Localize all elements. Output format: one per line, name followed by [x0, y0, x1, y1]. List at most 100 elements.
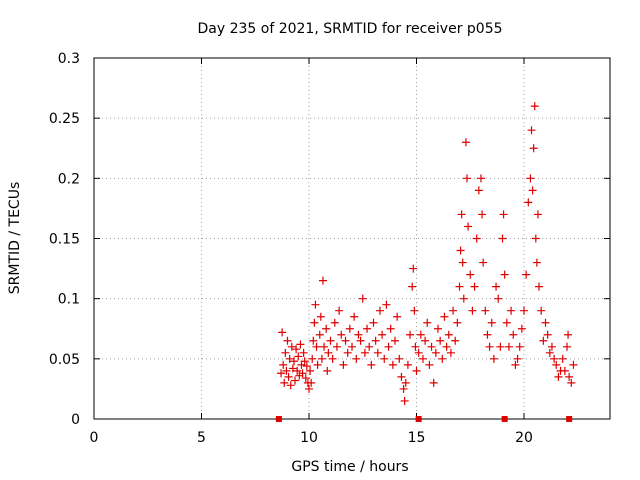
data-point	[541, 318, 550, 327]
data-point	[507, 306, 516, 315]
y-tick-label: 0.2	[58, 171, 80, 187]
data-point	[456, 246, 465, 255]
data-point	[425, 360, 434, 369]
data-point	[282, 366, 291, 375]
data-point	[451, 336, 460, 345]
data-point	[499, 210, 508, 219]
y-tick-label: 0.15	[49, 232, 80, 248]
data-point	[487, 318, 496, 327]
data-point	[328, 354, 337, 363]
x-tick-label: 15	[408, 430, 426, 446]
data-point	[434, 324, 442, 333]
data-point	[309, 336, 318, 345]
data-point	[378, 330, 387, 339]
data-point	[287, 342, 296, 351]
data-point	[302, 362, 311, 371]
data-point	[427, 342, 436, 351]
data-point	[470, 282, 479, 291]
x-tick-label: 5	[197, 430, 206, 446]
data-point	[323, 366, 332, 375]
data-point	[502, 318, 511, 327]
data-point	[306, 366, 315, 375]
data-point	[489, 354, 498, 363]
data-point	[375, 306, 384, 315]
data-point	[483, 330, 492, 339]
data-point	[479, 258, 488, 267]
data-point	[356, 336, 365, 345]
data-point	[552, 360, 561, 369]
data-point	[554, 372, 563, 381]
x-tick-label: 0	[90, 430, 99, 446]
data-point	[431, 348, 440, 357]
data-point	[569, 360, 578, 369]
data-point	[307, 378, 316, 387]
data-point	[299, 348, 308, 357]
data-point	[492, 282, 501, 291]
data-point	[414, 348, 423, 357]
data-point	[286, 381, 295, 390]
data-point	[401, 378, 410, 387]
data-point	[317, 354, 326, 363]
data-point	[371, 336, 380, 345]
data-point	[478, 210, 487, 219]
zero-marker	[275, 416, 282, 422]
x-tick-label: 10	[300, 430, 318, 446]
data-point	[567, 378, 576, 387]
data-point	[288, 364, 297, 373]
data-point	[449, 306, 458, 315]
data-point	[318, 276, 327, 285]
data-point	[545, 348, 554, 357]
data-point	[300, 357, 309, 366]
zero-marker	[566, 416, 573, 422]
data-point	[283, 336, 292, 345]
data-point	[520, 306, 528, 315]
data-point	[496, 342, 505, 351]
data-point	[513, 354, 522, 363]
data-point	[440, 312, 449, 321]
data-point	[461, 138, 470, 147]
data-point	[550, 354, 559, 363]
data-point	[406, 330, 415, 339]
data-point	[320, 342, 329, 351]
data-point	[410, 306, 419, 315]
data-point	[399, 384, 408, 393]
data-point	[312, 342, 321, 351]
zero-marker	[415, 416, 422, 422]
data-point	[339, 360, 348, 369]
data-point	[279, 360, 288, 369]
data-point	[382, 300, 391, 309]
data-point	[354, 330, 363, 339]
y-tick-label: 0.05	[49, 352, 80, 368]
data-point	[311, 300, 320, 309]
y-tick-label: 0.1	[58, 292, 80, 308]
data-point	[305, 384, 313, 393]
data-point	[345, 324, 354, 333]
data-point	[316, 312, 325, 321]
x-tick-label: 20	[515, 430, 533, 446]
data-point	[408, 282, 417, 291]
data-point	[350, 312, 359, 321]
y-axis-label: SRMTID / TECUs	[7, 182, 23, 295]
data-point	[310, 318, 319, 327]
data-point	[535, 282, 544, 291]
data-point	[494, 294, 503, 303]
data-point	[296, 340, 305, 349]
data-point	[500, 270, 509, 279]
data-point	[528, 186, 537, 195]
data-point	[537, 306, 546, 315]
data-point	[280, 378, 289, 387]
data-point	[281, 348, 290, 357]
data-point	[285, 354, 294, 363]
data-point	[504, 342, 513, 351]
data-point	[438, 354, 447, 363]
data-point	[326, 336, 335, 345]
y-tick-label: 0.3	[58, 51, 80, 67]
axis-ticks: 0 0.05 0.1 0.15 0.2 0.25 0.3 0 5 10 15 20	[49, 51, 610, 446]
data-point	[459, 294, 468, 303]
data-point	[386, 324, 395, 333]
data-point	[498, 234, 507, 243]
data-point	[391, 336, 399, 345]
data-point	[477, 174, 485, 183]
data-point	[564, 330, 573, 339]
data-point	[358, 294, 367, 303]
